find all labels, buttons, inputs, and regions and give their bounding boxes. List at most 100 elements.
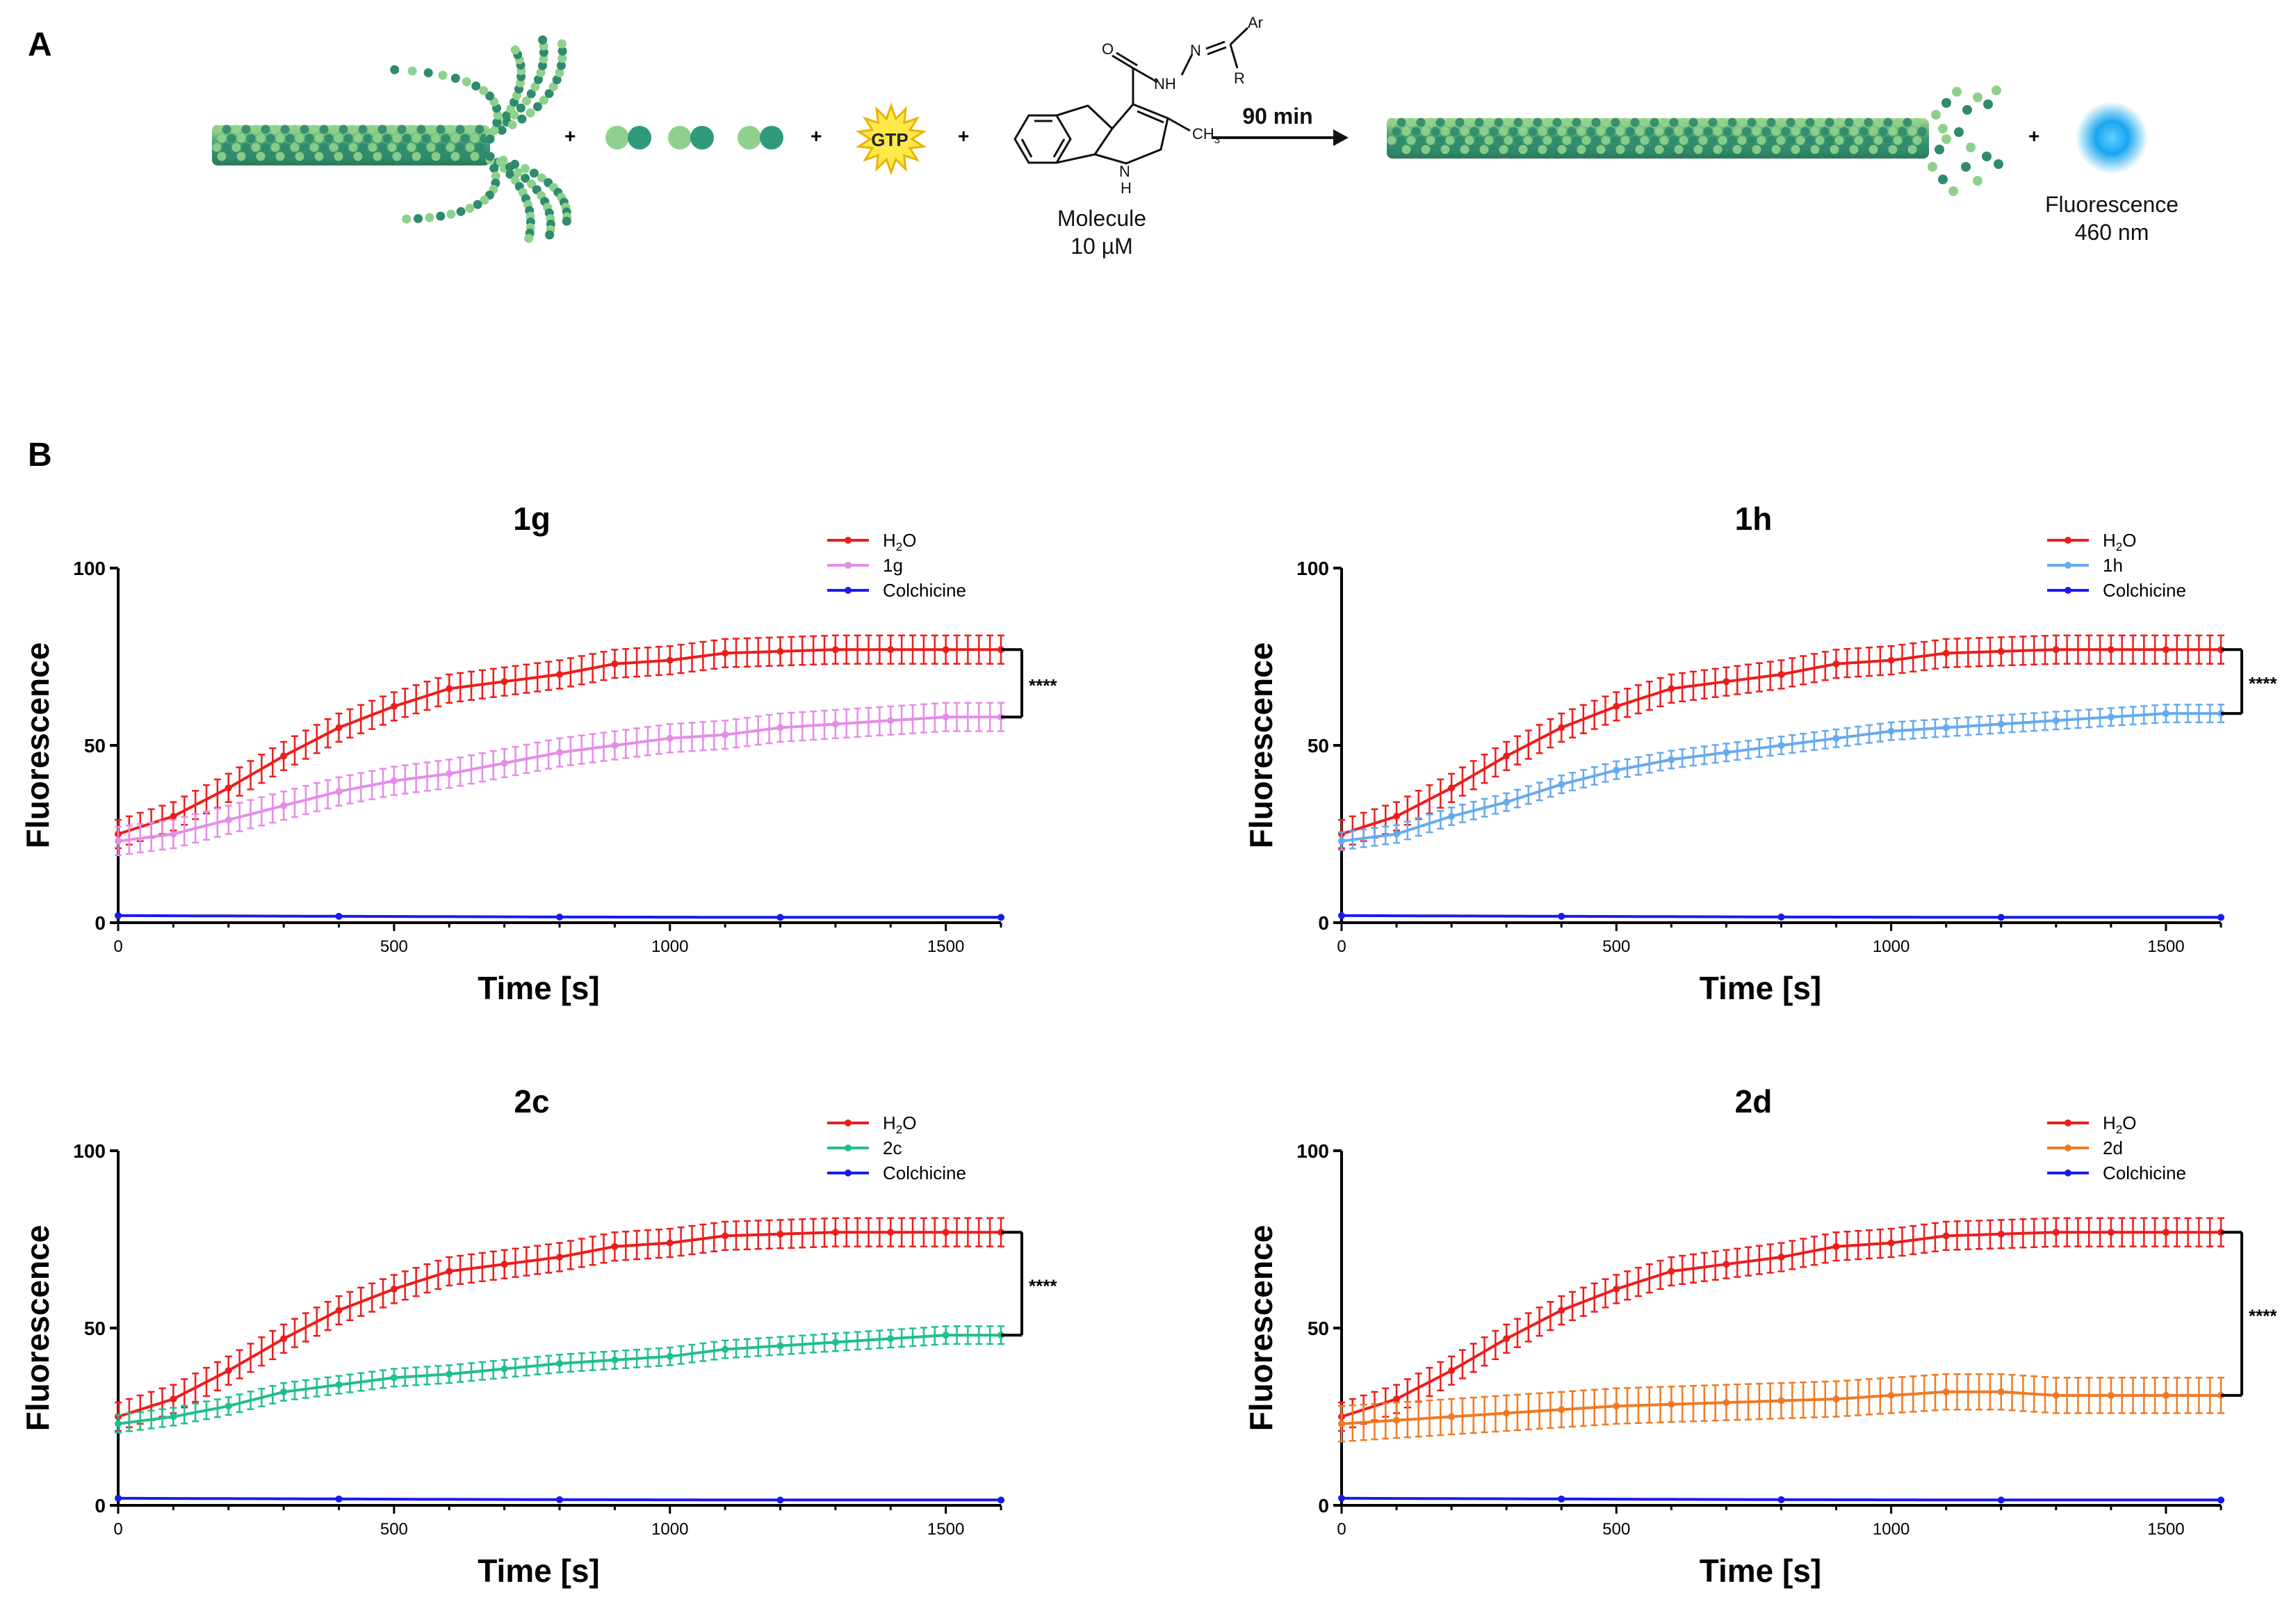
data-point xyxy=(280,1388,288,1395)
legend-label: H2O xyxy=(2103,1112,2136,1136)
molecule-label: Molecule xyxy=(1057,206,1146,231)
data-point xyxy=(831,1229,839,1236)
data-point xyxy=(280,1335,288,1343)
data-point xyxy=(1558,1495,1565,1503)
data-point xyxy=(170,1395,177,1402)
x-tick-label: 0 xyxy=(1337,937,1346,956)
tubulin-dimers-icon xyxy=(605,126,783,149)
data-point xyxy=(2217,914,2224,921)
data-point xyxy=(556,913,563,921)
data-point xyxy=(942,646,950,654)
data-point xyxy=(1393,1416,1401,1424)
y-tick-label: 50 xyxy=(84,735,106,756)
y-axis-label: Fluorescence xyxy=(1243,1225,1279,1432)
data-point xyxy=(831,1338,839,1346)
data-point xyxy=(1503,798,1511,806)
data-point xyxy=(1777,1496,1785,1503)
data-point xyxy=(2052,1229,2060,1236)
data-point xyxy=(2107,646,2115,654)
y-tick-label: 0 xyxy=(1318,1495,1329,1516)
data-point xyxy=(722,649,729,657)
data-point xyxy=(335,1306,343,1314)
data-point xyxy=(390,1374,398,1382)
data-point xyxy=(1393,813,1401,820)
data-point xyxy=(1997,720,2005,728)
data-point xyxy=(556,671,563,678)
data-point xyxy=(1997,914,2005,921)
data-point xyxy=(1832,734,1840,742)
data-point xyxy=(225,1367,232,1375)
data-point xyxy=(1558,724,1565,731)
data-point xyxy=(942,1229,950,1236)
data-point xyxy=(1997,1496,2005,1504)
data-point xyxy=(2052,717,2060,725)
data-point xyxy=(722,731,729,738)
x-axis-label: Time [s] xyxy=(478,1553,600,1589)
data-point xyxy=(1668,756,1675,763)
data-point xyxy=(1448,1367,1456,1375)
fluorescence-label: Fluorescence xyxy=(2045,192,2179,217)
data-point xyxy=(280,752,288,760)
data-point xyxy=(1997,1388,2005,1395)
data-point xyxy=(1338,912,1345,919)
data-point xyxy=(1887,727,1895,735)
y-tick-label: 0 xyxy=(95,912,106,934)
legend-label: H2O xyxy=(883,1112,916,1136)
x-tick-label: 0 xyxy=(113,1520,122,1539)
data-point xyxy=(1723,1399,1730,1407)
data-point xyxy=(776,1230,784,1238)
data-point xyxy=(998,914,1004,921)
x-tick-label: 0 xyxy=(113,937,122,956)
data-point xyxy=(722,1232,729,1240)
data-point xyxy=(776,914,784,921)
y-axis-label: Fluorescence xyxy=(1243,642,1279,849)
wavelength-label: 460 nm xyxy=(2075,220,2149,245)
y-tick-label: 0 xyxy=(1318,912,1329,934)
data-point xyxy=(335,1381,343,1389)
legend-label: H2O xyxy=(2103,530,2136,553)
data-point xyxy=(1613,1402,1620,1410)
data-point xyxy=(446,685,453,693)
data-point xyxy=(170,830,177,838)
data-point xyxy=(666,656,674,664)
data-point xyxy=(1448,784,1456,792)
series-2c xyxy=(115,1325,1004,1434)
data-point xyxy=(2107,713,2115,721)
data-point xyxy=(1832,1395,1840,1402)
x-axis-label: Time [s] xyxy=(1700,1553,1822,1589)
plus-sign-3: + xyxy=(958,125,969,147)
data-point xyxy=(1668,685,1675,693)
data-point xyxy=(225,784,232,792)
data-point xyxy=(1942,1232,1950,1240)
gtp-burst-icon: GTP xyxy=(855,102,927,176)
panel-a: A + + GTP + xyxy=(28,14,2179,259)
data-point xyxy=(1338,1420,1345,1427)
data-point xyxy=(1503,1335,1511,1343)
legend-label: Colchicine xyxy=(2103,1163,2186,1183)
microtubule-polymerized-icon xyxy=(1387,86,2003,196)
data-point xyxy=(776,1342,784,1350)
data-point xyxy=(1393,830,1401,838)
y-tick-label: 50 xyxy=(1308,1318,1329,1339)
data-point xyxy=(831,646,839,654)
data-point xyxy=(1832,1243,1840,1250)
significance-label: **** xyxy=(1029,1275,1057,1296)
series-Colchicine xyxy=(1338,912,2224,921)
legend-label: Colchicine xyxy=(883,1163,966,1183)
x-tick-label: 1000 xyxy=(1873,937,1910,956)
data-point xyxy=(1723,678,1730,686)
data-point xyxy=(170,1413,177,1421)
significance-label: **** xyxy=(1029,675,1057,696)
data-point xyxy=(887,717,895,725)
data-point xyxy=(1338,1494,1345,1502)
data-point xyxy=(1777,671,1785,678)
y-tick-label: 100 xyxy=(73,558,106,579)
y-tick-label: 50 xyxy=(1308,735,1329,756)
series-2d xyxy=(1338,1373,2224,1443)
data-point xyxy=(1558,1306,1565,1314)
